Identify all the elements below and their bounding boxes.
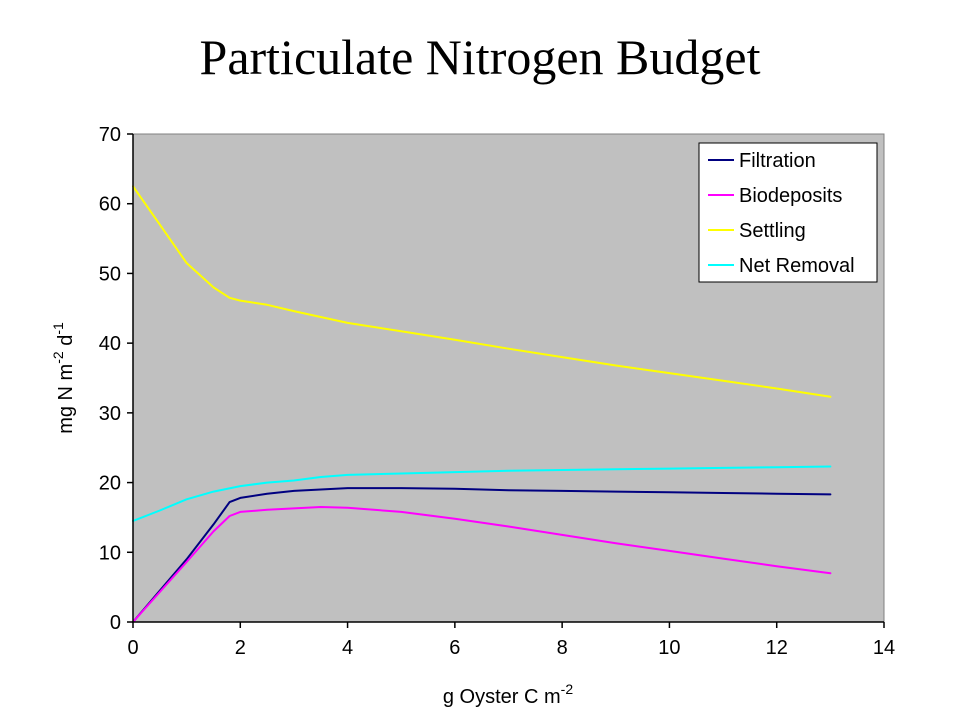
x-tick-label: 10 xyxy=(658,637,680,659)
legend-label-filtration: Filtration xyxy=(739,150,816,172)
legend-items: Filtration Biodeposits Settling Net Removal xyxy=(708,150,855,277)
x-tick-label: 8 xyxy=(557,637,568,659)
y-axis-label-text: mg N m xyxy=(55,364,77,434)
y-tick-label: 10 xyxy=(99,542,121,564)
y-axis-label-text: d xyxy=(55,335,77,352)
x-axis-label: g Oyster C m-2 xyxy=(443,681,573,708)
legend-label-net-removal: Net Removal xyxy=(739,255,855,277)
x-axis-label-base: g Oyster C m xyxy=(443,686,561,708)
legend-label-settling: Settling xyxy=(739,220,806,242)
y-axis-label-sup: -2 xyxy=(50,351,66,364)
y-tick-label: 0 xyxy=(110,612,121,634)
series-line-biodeposits xyxy=(132,506,832,623)
ticks-group: 0 10 20 30 40 50 60 70 0 2 4 6 8 10 12 14 xyxy=(99,124,895,659)
x-tick-label: 14 xyxy=(873,637,895,659)
y-axis-label-sup: -1 xyxy=(50,322,66,335)
x-tick-label: 6 xyxy=(449,637,460,659)
y-tick-label: 30 xyxy=(99,403,121,425)
y-tick-label: 20 xyxy=(99,473,121,495)
x-tick-label: 12 xyxy=(766,637,788,659)
series-line-filtration xyxy=(132,487,832,623)
y-tick-label: 40 xyxy=(99,333,121,355)
y-tick-label: 70 xyxy=(99,124,121,146)
legend-label-biodeposits: Biodeposits xyxy=(739,185,842,207)
legend: Filtration Biodeposits Settling Net Removal xyxy=(698,142,878,283)
x-tick-label: 4 xyxy=(342,637,353,659)
y-tick-label: 60 xyxy=(99,194,121,216)
series-group xyxy=(132,185,832,623)
series-line-net-removal xyxy=(132,465,832,522)
chart-title: Particulate Nitrogen Budget xyxy=(199,29,761,85)
y-axis-label: mg N m-2 d-1 xyxy=(50,322,77,434)
x-tick-label: 0 xyxy=(127,637,138,659)
axes-group xyxy=(132,134,884,623)
y-tick-label: 50 xyxy=(99,263,121,285)
series-line-settling xyxy=(132,185,832,398)
legend-box xyxy=(698,142,878,283)
x-axis-label-sup: -2 xyxy=(561,681,574,697)
x-tick-label: 2 xyxy=(235,637,246,659)
